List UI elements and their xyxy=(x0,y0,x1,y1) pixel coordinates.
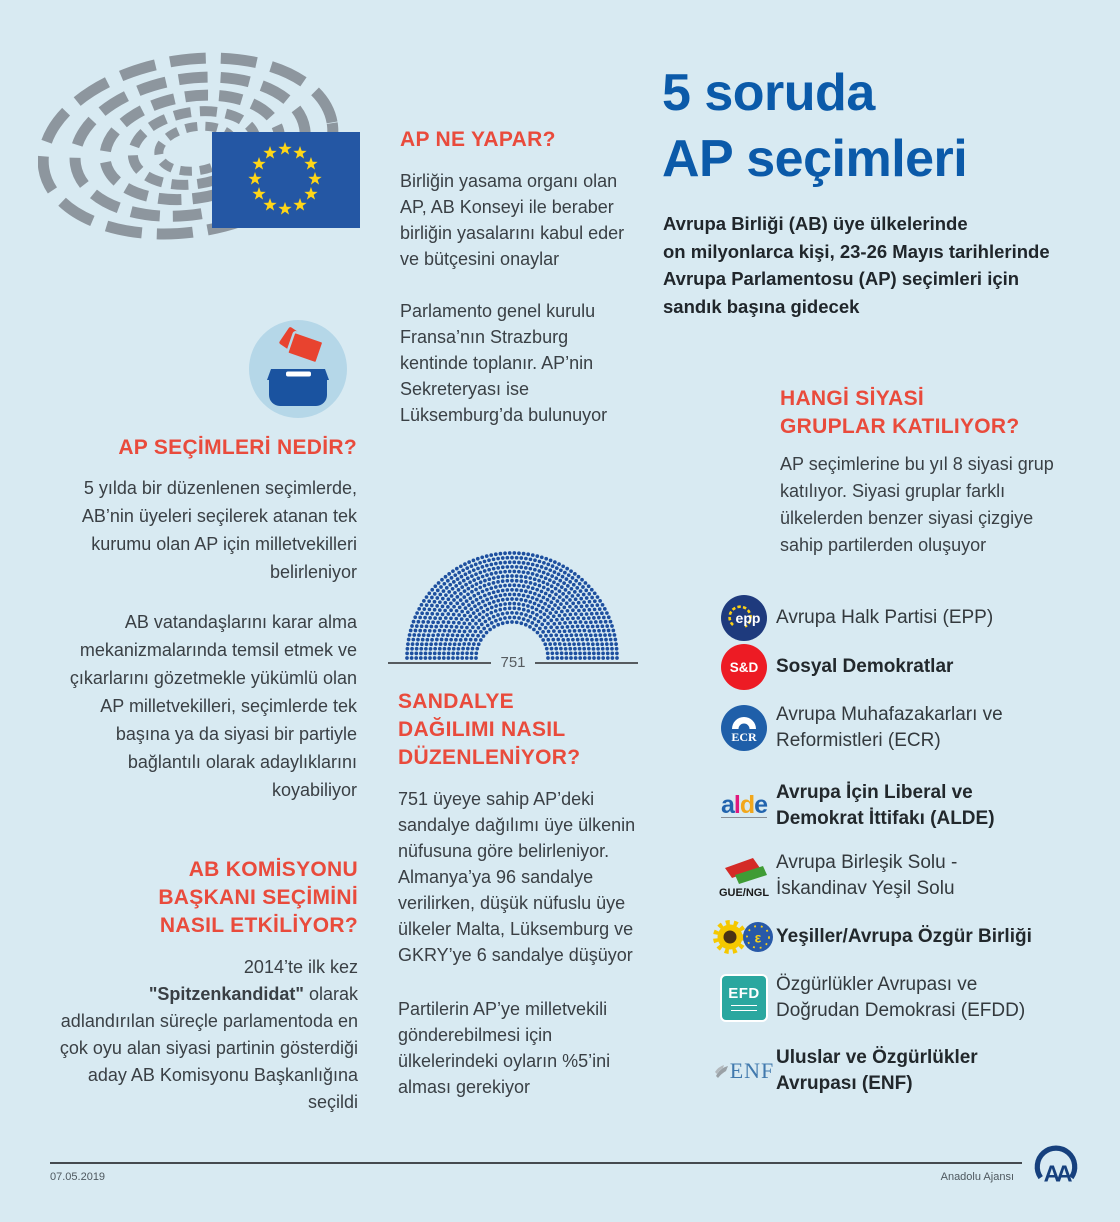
svg-text:ECR: ECR xyxy=(731,730,757,744)
axis-line xyxy=(388,661,492,664)
section-commission-president: AB KOMİSYONU BAŞKANI SEÇİMİNİ NASIL ETKİ… xyxy=(58,856,358,1116)
party-label: Avrupa Halk Partisi (EPP) xyxy=(776,607,994,628)
section-paragraph: AB vatandaşlarını karar alma mekanizmala… xyxy=(69,612,357,800)
paragraph-text: 2014’te ilk kez xyxy=(243,957,358,977)
footer-divider xyxy=(50,1162,1022,1164)
sunflower-icon xyxy=(713,920,747,954)
seat-total-label: 751 xyxy=(500,654,526,671)
section-paragraph: AP seçimlerine bu yıl 8 siyasi grup katı… xyxy=(780,454,1054,555)
section-paragraph: Birliğin yasama organı olan AP, AB Konse… xyxy=(400,171,625,269)
ecr-logo-icon: ECR xyxy=(712,705,776,751)
alde-letter: a xyxy=(720,790,735,819)
party-label: Uluslar ve Özgürlükler Avrupası (ENF) xyxy=(776,1047,978,1094)
efdd-caption-lines xyxy=(731,1004,757,1011)
section-heading: AP SEÇİMLERİ NEDİR? xyxy=(118,436,357,459)
party-label: Özgürlükler Avrupası ve Doğrudan Demokra… xyxy=(776,974,1026,1021)
enf-abbr: ENF xyxy=(729,1058,775,1083)
party-row-sd: S&D Sosyal Demokratlar xyxy=(712,639,1116,695)
section-paragraph: 2014’te ilk kez "Spitzenkandidat" olarak… xyxy=(58,954,358,1116)
paragraph-text: olarak adlandırılan süreçle parlamentoda… xyxy=(59,984,358,1112)
svg-text:epp: epp xyxy=(736,610,761,626)
ep-building-logo xyxy=(37,48,360,248)
alde-letter: e xyxy=(754,790,768,819)
epp-logo-icon: epp xyxy=(712,595,776,641)
party-label: Yeşiller/Avrupa Özgür Birliği xyxy=(776,926,1032,947)
section-paragraph: Parlamento genel kurulu Fransa’nın Straz… xyxy=(400,301,608,425)
seat-total-axis: 751 xyxy=(388,654,638,671)
alde-letter: d xyxy=(739,790,755,819)
svg-text:AA: AA xyxy=(1044,1160,1072,1186)
page-title: 5 soruda AP seçimleri xyxy=(662,64,968,188)
party-row-efdd: EFD Özgürlükler Avrupası ve Doğrudan Dem… xyxy=(712,970,1116,1026)
eu-flag-icon xyxy=(212,132,360,228)
party-label: Sosyal Demokratlar xyxy=(776,656,954,677)
party-row-guengl: GUE/NGL Avrupa Birleşik Solu - İskandina… xyxy=(712,848,1116,904)
party-row-epp: epp Avrupa Halk Partisi (EPP) xyxy=(712,590,1116,646)
section-what-does-ep-do: AP NE YAPAR? Birliğin yasama organı olan… xyxy=(400,126,640,428)
svg-text:GUE/NGL: GUE/NGL xyxy=(719,887,769,899)
seat-diagram: 751 xyxy=(388,545,638,675)
section-seat-allocation: SANDALYE DAĞILIMI NASIL DÜZENLENİYOR? 75… xyxy=(398,688,640,1100)
ballot-box-icon xyxy=(248,319,348,419)
alde-underline xyxy=(720,816,767,819)
greens-efa-logo-icon: ε xyxy=(712,917,776,957)
party-row-ecr: ECR Avrupa Muhafazakarları ve Reformistl… xyxy=(712,700,1116,756)
sd-logo-icon: S&D xyxy=(712,644,776,690)
efa-circle-icon: ε xyxy=(743,922,773,952)
section-paragraph: 751 üyeye sahip AP’deki sandalye dağılım… xyxy=(398,789,636,965)
party-label: Avrupa İçin Liberal ve Demokrat İttifakı… xyxy=(776,782,995,829)
footer-date: 07.05.2019 xyxy=(50,1171,106,1183)
axis-line xyxy=(534,661,638,664)
svg-text:ε: ε xyxy=(755,930,762,946)
footer-agency-name: Anadolu Ajansı xyxy=(940,1171,1014,1183)
section-paragraph: 5 yılda bir düzenlenen seçimlerde, AB’ni… xyxy=(81,478,357,582)
efdd-abbr: EFD xyxy=(728,984,760,1002)
section-heading: SANDALYE DAĞILIMI NASIL DÜZENLENİYOR? xyxy=(398,690,581,769)
section-heading: AB KOMİSYONU BAŞKANI SEÇİMİNİ NASIL ETKİ… xyxy=(158,858,358,937)
alde-letter: l xyxy=(733,790,741,819)
spitzenkandidat-bold: "Spitzenkandidat" xyxy=(148,984,304,1004)
alde-logo-icon: alde xyxy=(712,790,776,819)
party-label: Avrupa Muhafazakarları ve Reformistleri … xyxy=(776,704,1003,751)
party-label: Avrupa Birleşik Solu - İskandinav Yeşil … xyxy=(776,852,958,899)
section-heading: HANGİ SİYASİ GRUPLAR KATILIYOR? xyxy=(780,387,1020,438)
section-political-groups: HANGİ SİYASİ GRUPLAR KATILIYOR? AP seçim… xyxy=(780,385,1080,559)
efdd-logo-icon: EFD xyxy=(712,974,776,1022)
seat-dots xyxy=(405,551,619,660)
party-row-alde: alde Avrupa İçin Liberal ve Demokrat İtt… xyxy=(712,778,1116,834)
sd-abbr: S&D xyxy=(729,659,759,675)
enf-wing-icon xyxy=(714,1065,728,1078)
enf-logo-icon: ENF xyxy=(712,1058,776,1084)
section-heading: AP NE YAPAR? xyxy=(400,128,556,151)
section-paragraph: Partilerin AP’ye milletvekili gönderebil… xyxy=(398,999,611,1097)
anadolu-agency-logo: AA xyxy=(1030,1143,1082,1195)
section-what-are-ep-elections: AP SEÇİMLERİ NEDİR? 5 yılda bir düzenlen… xyxy=(57,434,357,804)
intro-text: Avrupa Birliği (AB) üye ülkelerinde on m… xyxy=(663,213,1050,317)
party-row-greens-efa: ε Yeşiller/Avrupa Özgür Birliği xyxy=(712,909,1116,965)
party-row-enf: ENF Uluslar ve Özgürlükler Avrupası (ENF… xyxy=(712,1043,1116,1099)
guengl-logo-icon: GUE/NGL xyxy=(712,853,776,899)
